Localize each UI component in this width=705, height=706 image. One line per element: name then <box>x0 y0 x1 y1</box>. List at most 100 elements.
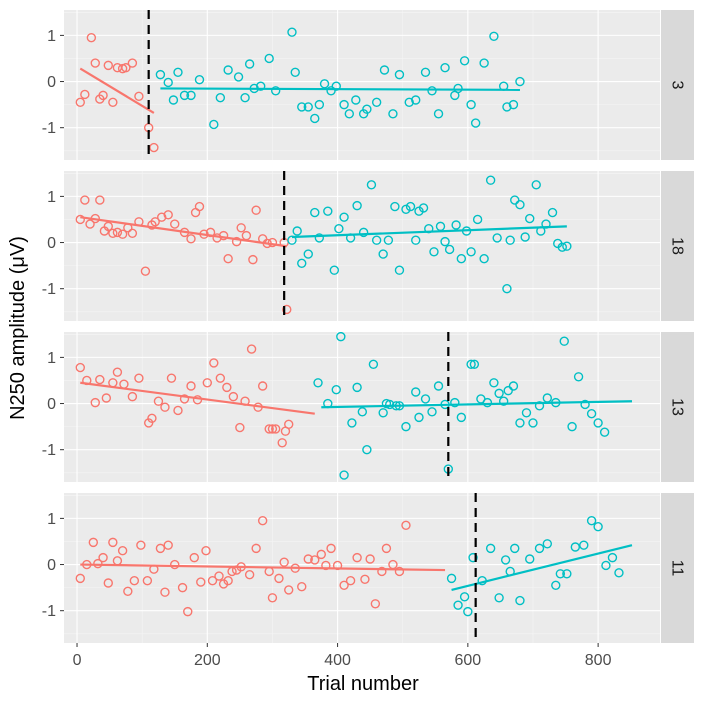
data-point-before <box>149 142 159 153</box>
data-point-before <box>201 545 211 556</box>
data-point-after <box>446 573 457 584</box>
data-point-after <box>344 109 354 119</box>
trend-line-after <box>291 225 567 239</box>
data-point-after <box>163 77 173 88</box>
data-point-before <box>192 395 203 405</box>
data-point-after <box>401 204 411 215</box>
data-point-after <box>502 102 512 112</box>
data-point-after <box>466 247 476 257</box>
data-point-after <box>345 233 356 243</box>
y-tick-label: 0 <box>47 74 56 91</box>
data-point-after <box>485 543 496 554</box>
facet-strip <box>661 10 694 160</box>
facet-strip <box>661 493 694 643</box>
data-point-before <box>103 60 113 71</box>
data-point-after <box>347 418 357 428</box>
data-point-before <box>90 213 100 224</box>
series-after <box>155 27 525 130</box>
data-point-after <box>567 421 577 432</box>
data-point-after <box>510 195 520 205</box>
y-tick-label: -1 <box>42 442 56 459</box>
data-point-before <box>93 558 103 569</box>
data-point-before <box>108 537 118 548</box>
data-point-after <box>420 394 431 404</box>
data-point-before <box>155 543 166 554</box>
data-point-after <box>433 109 444 119</box>
data-point-before <box>303 554 313 564</box>
data-point-after <box>179 90 190 101</box>
data-point-before <box>196 577 206 587</box>
panel-data <box>75 332 633 480</box>
data-point-after <box>469 359 480 370</box>
data-point-after <box>528 418 538 428</box>
data-point-after <box>505 235 515 245</box>
data-point-after <box>168 95 179 105</box>
data-point-after <box>378 249 388 259</box>
data-point-after <box>489 31 499 42</box>
y-tick-label: 1 <box>47 511 56 528</box>
data-point-before <box>82 559 92 570</box>
data-point-after <box>310 113 320 124</box>
data-point-before <box>264 566 274 577</box>
data-point-before <box>98 552 108 563</box>
data-point-after <box>551 397 561 408</box>
data-point-before <box>88 537 99 548</box>
data-point-before <box>218 230 229 241</box>
trend-line-after <box>160 87 520 91</box>
data-point-after <box>479 58 489 68</box>
data-point-after <box>256 81 266 91</box>
data-point-before <box>134 91 144 102</box>
data-point-before <box>142 575 153 586</box>
data-point-after <box>461 226 472 236</box>
data-point-after <box>384 399 395 410</box>
data-point-before <box>257 515 268 526</box>
data-point-before <box>267 424 278 434</box>
data-point-after <box>411 387 421 397</box>
data-point-before <box>153 396 164 406</box>
data-point-after <box>383 235 394 245</box>
data-point-before <box>241 230 252 241</box>
facet-strip-label: 11 <box>669 560 686 577</box>
data-point-after <box>244 59 255 69</box>
data-point-before <box>103 578 113 588</box>
y-tick-label: 1 <box>47 350 56 367</box>
data-point-after <box>494 593 504 603</box>
data-point-before <box>85 219 95 229</box>
data-point-after <box>173 67 183 78</box>
data-point-after <box>547 207 558 218</box>
data-point-after <box>586 515 597 526</box>
data-point-before <box>173 405 183 416</box>
data-point-after <box>525 554 535 564</box>
data-point-before <box>134 217 144 227</box>
data-point-after <box>418 203 429 213</box>
data-point-after <box>531 180 541 190</box>
data-point-after <box>368 359 379 370</box>
data-point-before <box>98 90 108 101</box>
data-point-after <box>297 258 307 269</box>
data-point-before <box>166 373 177 383</box>
data-point-after <box>440 62 450 73</box>
data-point-after <box>339 470 349 480</box>
data-point-after <box>468 552 478 563</box>
data-point-after <box>515 418 525 428</box>
data-point-before <box>127 58 138 68</box>
data-point-after <box>472 214 483 225</box>
data-point-after <box>414 412 424 423</box>
data-point-after <box>427 86 437 96</box>
data-point-after <box>534 543 545 554</box>
data-point-after <box>411 235 421 245</box>
series-before <box>75 344 315 448</box>
data-point-after <box>331 81 341 91</box>
data-point-after <box>186 90 196 101</box>
data-point-after <box>394 401 405 411</box>
data-point-before <box>205 227 216 238</box>
data-point-after <box>515 199 525 210</box>
data-point-before <box>223 253 233 264</box>
data-point-after <box>456 253 467 264</box>
data-point-after <box>314 233 325 243</box>
y-tick-label: 0 <box>47 235 56 252</box>
data-point-after <box>570 542 581 552</box>
data-point-before <box>163 210 173 220</box>
data-point-after <box>371 235 382 245</box>
